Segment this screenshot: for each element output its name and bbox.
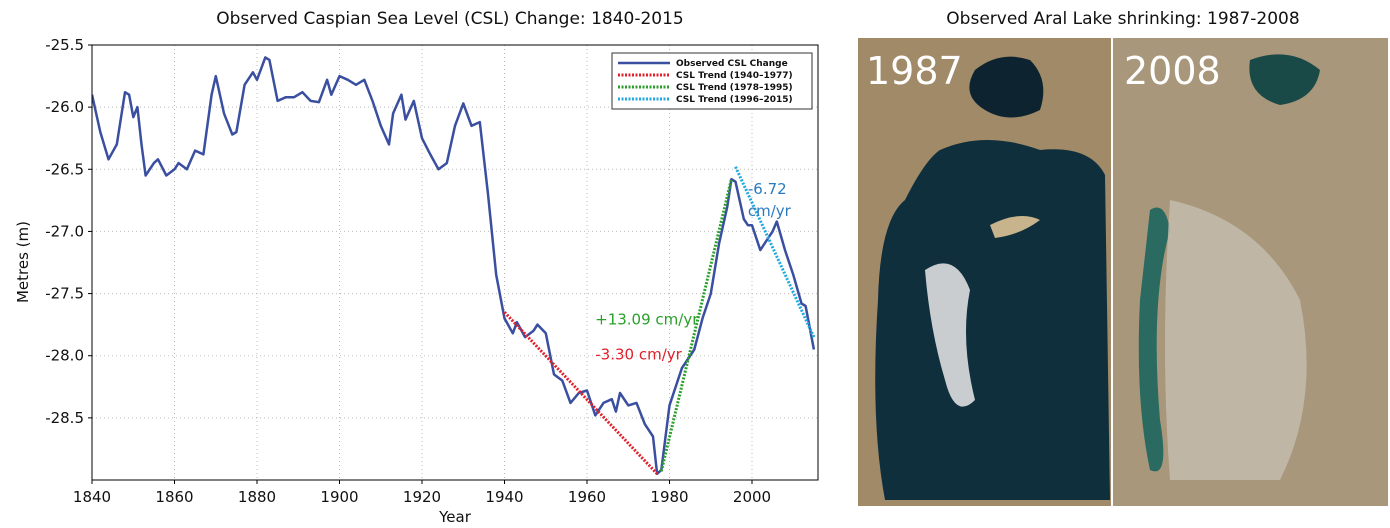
- y-tick-label: -27.5: [45, 285, 84, 303]
- y-tick-label: -27.0: [45, 222, 84, 240]
- annotation: -6.72: [748, 180, 787, 198]
- plot-frame: [91, 44, 819, 481]
- y-tick-label: -26.0: [45, 98, 84, 116]
- x-tick-label: 1860: [155, 488, 193, 506]
- y-tick-label: -28.0: [45, 347, 84, 365]
- legend-label: Observed CSL Change: [676, 59, 788, 69]
- x-tick-label: 2000: [733, 488, 771, 506]
- x-tick-label: 1960: [568, 488, 606, 506]
- plot-area: -25.5 -26.0 -26.5 -27.0 -27.5 -28.0 -28.5 1840 1…: [45, 36, 819, 506]
- series-group: [92, 56, 816, 476]
- plot-background: [92, 45, 818, 480]
- x-tick-label: 1840: [73, 488, 111, 506]
- satellite-image-2008: [1113, 38, 1388, 506]
- y-tick-label: -25.5: [45, 36, 84, 54]
- trend-line: [659, 178, 733, 472]
- image-label: 2008: [1124, 49, 1221, 93]
- data-line: [92, 56, 816, 476]
- annotation: -3.30 cm/yr: [595, 345, 682, 363]
- y-tick-label: -28.5: [45, 409, 84, 427]
- image-divider: [1111, 38, 1113, 506]
- y-tick-label: -26.5: [45, 160, 84, 178]
- x-tick-label: 1980: [650, 488, 688, 506]
- x-tick-label: 1940: [485, 488, 523, 506]
- annotation: cm/yr: [748, 202, 792, 220]
- x-tick-label: 1880: [238, 488, 276, 506]
- legend-label: CSL Trend (1996–2015): [676, 95, 793, 105]
- x-tick-label: 1900: [320, 488, 358, 506]
- annotation: +13.09 cm/yr: [595, 311, 699, 329]
- legend-label: CSL Trend (1940–1977): [676, 71, 793, 81]
- image-title: Observed Aral Lake shrinking: 1987-2008: [946, 9, 1299, 29]
- x-tick-label: 1920: [403, 488, 441, 506]
- x-axis-label: Year: [438, 508, 472, 526]
- chart-title: Observed Caspian Sea Level (CSL) Change:…: [216, 9, 683, 29]
- image-label: 1987: [866, 49, 963, 93]
- y-axis-label: Metres (m): [14, 221, 32, 303]
- legend-label: CSL Trend (1978–1995): [676, 83, 793, 93]
- satellite-image-1987: [858, 38, 1111, 506]
